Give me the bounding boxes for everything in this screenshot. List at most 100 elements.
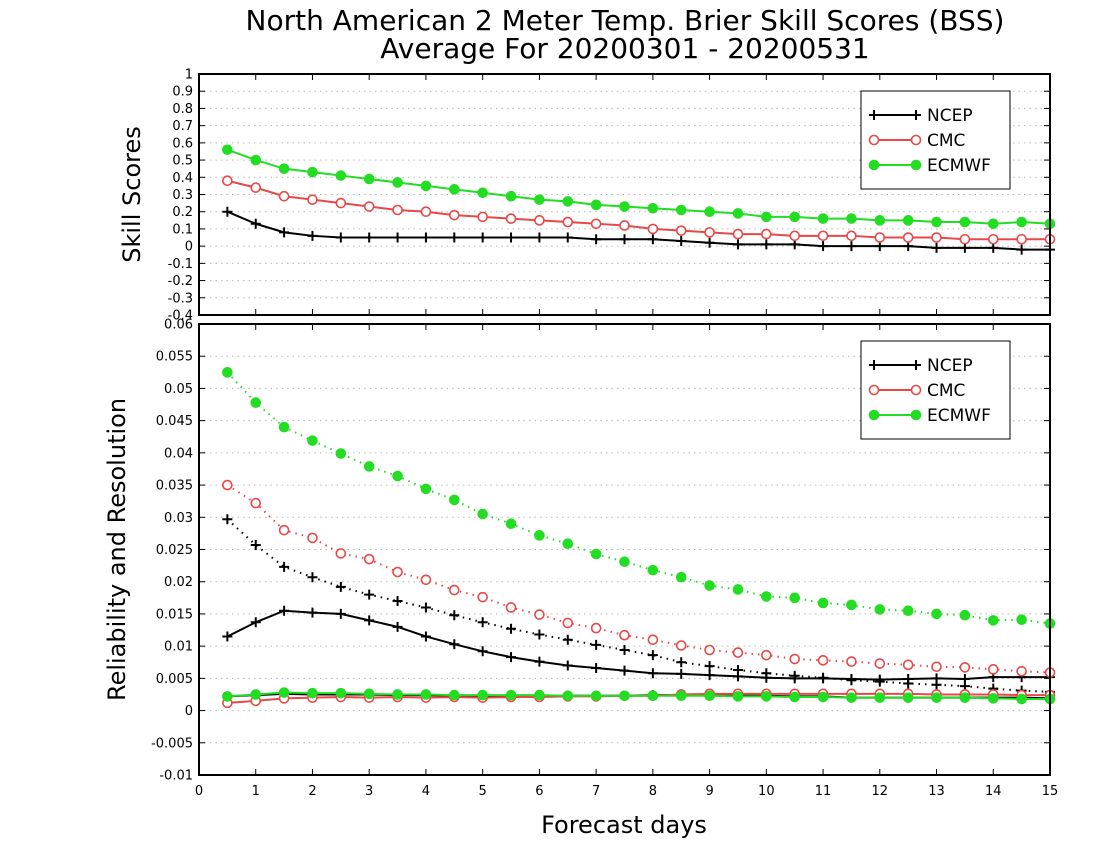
y-tick-label: 0.005: [156, 672, 193, 687]
series-ecmwf-2: [222, 144, 1056, 230]
data-point: [222, 206, 233, 217]
data-point: [449, 639, 460, 650]
data-point: [902, 215, 914, 226]
data-point: [761, 649, 772, 661]
x-tick-label: 5: [479, 784, 487, 799]
data-point: [278, 524, 290, 536]
data-point: [732, 239, 743, 250]
data-point: [250, 397, 262, 408]
data-point: [279, 561, 290, 572]
data-point: [903, 678, 914, 689]
data-point: [619, 220, 630, 231]
data-point: [449, 494, 460, 506]
x-tick-label: 8: [649, 784, 657, 799]
legend-label: NCEP: [927, 356, 973, 376]
data-point: [704, 227, 715, 238]
data-point: [874, 232, 886, 243]
data-point: [307, 607, 318, 618]
data-point: [477, 689, 488, 701]
data-point: [477, 232, 488, 243]
data-point: [817, 597, 829, 609]
data-point: [222, 479, 233, 491]
data-point: [449, 689, 460, 701]
data-point: [732, 664, 743, 675]
data-point: [506, 623, 517, 634]
data-point: [562, 232, 573, 243]
data-point: [562, 634, 573, 645]
data-point: [817, 655, 829, 666]
y-tick-label: 0.045: [156, 414, 193, 429]
data-point: [279, 605, 290, 616]
data-point: [477, 617, 488, 628]
data-point: [335, 232, 346, 243]
skill-scores-panel: -0.4 -0.3 -0.2 -0.1 0 0.1 0.2 0.3 0.4 0.5 0.6 0.7 0.…: [168, 68, 1056, 324]
legend-label: NCEP: [927, 106, 973, 126]
data-point: [363, 553, 375, 565]
skill-scores-ylabel: Skill Scores: [118, 126, 146, 263]
data-point: [846, 692, 857, 703]
data-point: [902, 659, 914, 671]
y-tick-label: 1: [185, 68, 193, 83]
data-point: [647, 564, 659, 576]
legend-marker: [868, 384, 880, 396]
data-point: [789, 211, 801, 223]
data-point: [307, 435, 318, 446]
data-point: [704, 644, 715, 656]
data-point: [675, 204, 687, 216]
x-tick-label: 10: [758, 784, 775, 799]
data-point: [846, 599, 857, 611]
y-tick-label: 0.055: [156, 350, 193, 365]
data-point: [818, 672, 829, 683]
data-point: [817, 230, 829, 242]
data-point: [392, 621, 403, 632]
data-point: [931, 232, 942, 243]
data-point: [931, 679, 942, 690]
data-point: [335, 448, 347, 459]
data-point: [789, 230, 801, 242]
data-point: [761, 591, 772, 602]
data-point: [250, 497, 262, 509]
series-cmc-4: [222, 479, 1056, 678]
series-ncep-1: [222, 514, 1055, 697]
data-point: [619, 556, 630, 568]
data-point: [448, 584, 460, 596]
data-point: [846, 675, 857, 686]
data-point: [250, 617, 261, 628]
data-point: [987, 218, 999, 230]
series-line: [226, 484, 1051, 674]
y-tick-label: 0.5: [172, 154, 193, 169]
data-point: [704, 690, 715, 702]
data-point: [931, 216, 942, 228]
data-point: [591, 639, 602, 650]
data-point: [1016, 233, 1027, 245]
data-point: [222, 144, 233, 156]
data-point: [505, 213, 517, 224]
x-tick-label: 12: [872, 784, 889, 799]
data-point: [562, 617, 574, 629]
data-point: [846, 230, 857, 242]
x-axis-label: Forecast days: [541, 811, 707, 839]
data-point: [761, 228, 772, 240]
data-point: [874, 604, 886, 615]
data-point: [590, 690, 602, 702]
data-point: [647, 690, 659, 702]
chart-subtitle: Average For 20200301 - 20200531: [380, 32, 869, 65]
data-point: [534, 629, 545, 640]
data-point: [846, 241, 857, 252]
data-point: [364, 615, 375, 626]
data-point: [676, 235, 687, 246]
data-point: [363, 461, 375, 472]
legend: NCEP CMC ECMWF: [860, 340, 1011, 440]
legend-marker: [910, 134, 922, 146]
x-tick-label: 3: [365, 784, 373, 799]
data-point: [591, 663, 602, 674]
data-point: [420, 483, 432, 495]
x-tick-label: 6: [535, 784, 543, 799]
y-tick-label: 0.6: [172, 136, 193, 151]
y-tick-label: 0.015: [156, 607, 193, 622]
data-point: [647, 202, 659, 214]
data-point: [534, 656, 545, 667]
data-point: [647, 234, 658, 245]
data-point: [392, 232, 403, 243]
data-point: [448, 209, 460, 221]
